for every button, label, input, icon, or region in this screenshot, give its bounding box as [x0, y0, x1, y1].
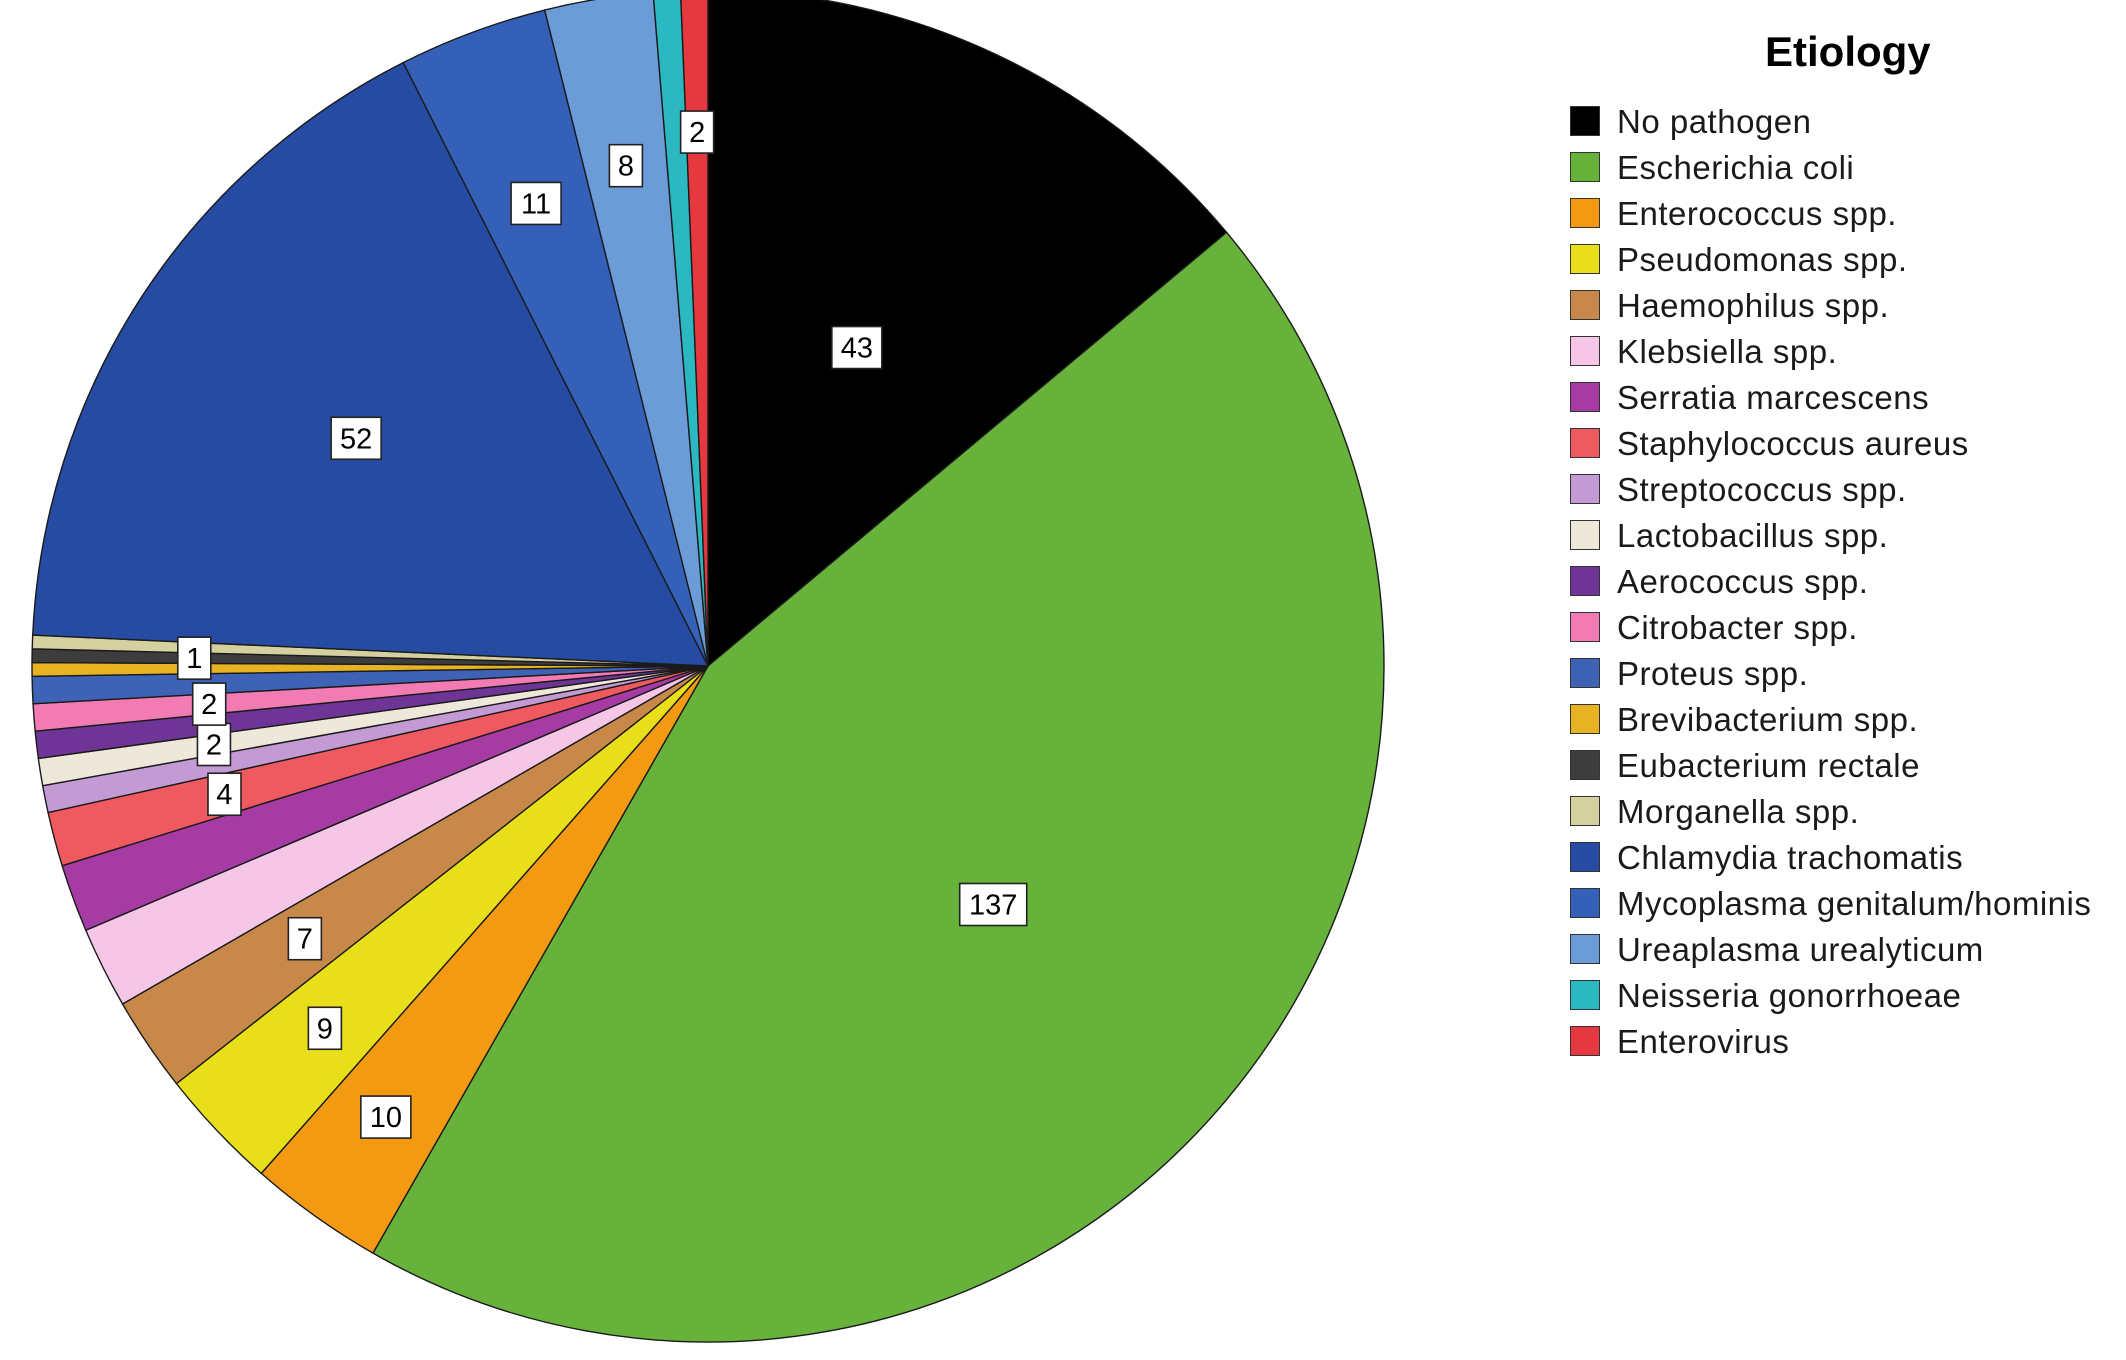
data-label-text: 2 [201, 689, 217, 721]
data-labels: 43 137 10 9 7 4 2 2 1 52 11 8 2 [176, 110, 1028, 1139]
data-label-text: 10 [370, 1102, 402, 1134]
data-label-text: 2 [689, 117, 705, 149]
legend-label: Proteus spp. [1617, 655, 1809, 692]
legend-label: Mycoplasma genitalum/hominis [1617, 885, 2092, 922]
legend-label: Haemophilus spp. [1617, 287, 1890, 324]
legend-label: Brevibacterium spp. [1617, 701, 1919, 738]
legend-swatch [1570, 198, 1600, 228]
legend-title: Etiology [1765, 28, 1931, 75]
legend-swatch [1570, 474, 1600, 504]
legend-swatch [1570, 106, 1600, 136]
data-label-box [360, 1095, 412, 1139]
pie-slice-escherichia-coli [372, 231, 1385, 1343]
pie-chart: 43 137 10 9 7 4 2 2 1 52 11 8 2 [31, 0, 1385, 1343]
legend-swatch [1570, 566, 1600, 596]
data-label-ureaplasma-urealyticum: 8 [608, 143, 644, 188]
legend-swatch [1570, 842, 1600, 872]
data-label-text: 11 [521, 188, 551, 220]
legend-swatch [1570, 290, 1600, 320]
pie-slice-no-pathogen [707, 0, 1228, 668]
data-label-box [679, 110, 715, 154]
data-label-box [958, 882, 1028, 927]
legend-label: Escherichia coli [1617, 149, 1855, 186]
legend-label: Aerococcus spp. [1617, 563, 1869, 600]
legend-swatch [1570, 1026, 1600, 1056]
data-label-text: 1 [186, 643, 202, 675]
data-label-lactobacillus-spp-: 2 [196, 722, 232, 767]
legend-swatch [1570, 612, 1600, 642]
legend-swatch [1570, 382, 1600, 412]
legend-swatch [1570, 336, 1600, 366]
legend-swatch [1570, 750, 1600, 780]
data-label-staphylococcus-aureus: 4 [207, 772, 242, 817]
legend-label: Chlamydia trachomatis [1617, 839, 1964, 876]
legend-swatch [1570, 428, 1600, 458]
data-label-text: 9 [317, 1013, 333, 1045]
legend-swatch [1570, 980, 1600, 1010]
legend-swatch [1570, 152, 1600, 182]
data-label-box [307, 1006, 343, 1051]
data-label-citrobacter-spp-: 2 [191, 682, 227, 726]
legend-label: Eubacterium rectale [1617, 747, 1920, 784]
pie-slice-enterovirus [680, 0, 709, 667]
data-label-box [831, 325, 883, 370]
data-label-box [176, 636, 212, 680]
data-label-text: 137 [969, 890, 1017, 922]
data-label-mycoplasma-genitalum-hominis: 11 [510, 181, 562, 226]
legend-label: Streptococcus spp. [1617, 471, 1907, 508]
data-label-box [287, 916, 323, 961]
legend-label: Serratia marcescens [1617, 379, 1930, 416]
legend-swatch [1570, 796, 1600, 826]
pie-slice-neisseria-gonorrhoeae [653, 0, 709, 667]
data-label-box [191, 682, 227, 726]
data-label-text: 2 [206, 730, 222, 762]
data-label-box [510, 181, 562, 226]
data-label-chlamydia-trachomatis: 52 [330, 416, 382, 461]
data-label-no-pathogen: 43 [831, 325, 883, 370]
legend-label: Pseudomonas spp. [1617, 241, 1908, 278]
legend-label: Enterococcus spp. [1617, 195, 1897, 232]
data-label-box [207, 772, 242, 817]
data-label-box [608, 143, 644, 188]
pie-slices [31, 0, 1385, 1343]
pie-slice-chlamydia-trachomatis [31, 61, 710, 667]
data-label-escherichia-coli: 137 [958, 882, 1028, 927]
legend-label: Morganella spp. [1617, 793, 1860, 830]
legend-swatch [1570, 244, 1600, 274]
legend-label: Lactobacillus spp. [1617, 517, 1889, 554]
data-label-text: 8 [618, 151, 634, 183]
legend-label: Staphylococcus aureus [1617, 425, 1969, 462]
data-label-eubacterium-rectale: 1 [176, 636, 212, 680]
data-label-box [330, 416, 382, 461]
legend-label: Ureaplasma urealyticum [1617, 931, 1984, 968]
data-label-text: 52 [340, 423, 372, 455]
legend-swatch [1570, 658, 1600, 688]
data-label-enterococcus-spp-: 10 [360, 1095, 412, 1139]
legend-label: Klebsiella spp. [1617, 333, 1838, 370]
legend-swatch [1570, 888, 1600, 918]
legend-label: No pathogen [1617, 103, 1812, 140]
legend-label: Enterovirus [1617, 1023, 1790, 1060]
data-label-text: 43 [841, 333, 873, 365]
legend-swatch [1570, 934, 1600, 964]
data-label-text: 4 [216, 779, 232, 811]
data-label-haemophilus-spp-: 7 [287, 916, 323, 961]
legend-label: Citrobacter spp. [1617, 609, 1858, 646]
legend-swatch [1570, 520, 1600, 550]
data-label-pseudomonas-spp-: 9 [307, 1006, 343, 1051]
legend-label: Neisseria gonorrhoeae [1617, 977, 1962, 1014]
legend-swatch [1570, 704, 1600, 734]
data-label-text: 7 [297, 924, 313, 956]
data-label-enterovirus: 2 [679, 110, 715, 154]
